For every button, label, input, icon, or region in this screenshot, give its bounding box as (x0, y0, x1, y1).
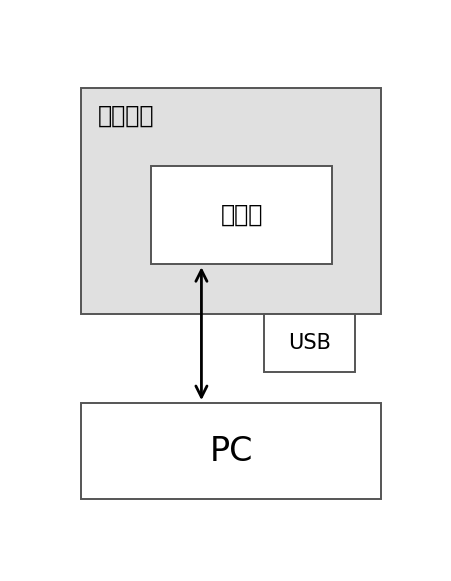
Bar (81, 403, 382, 499)
Bar (151, 166, 332, 264)
Bar (264, 314, 355, 372)
Bar (81, 88, 382, 314)
Text: USB: USB (288, 332, 331, 353)
Text: 被测件: 被测件 (221, 203, 263, 227)
Text: 固定装置: 固定装置 (98, 103, 155, 127)
Text: PC: PC (209, 435, 253, 468)
